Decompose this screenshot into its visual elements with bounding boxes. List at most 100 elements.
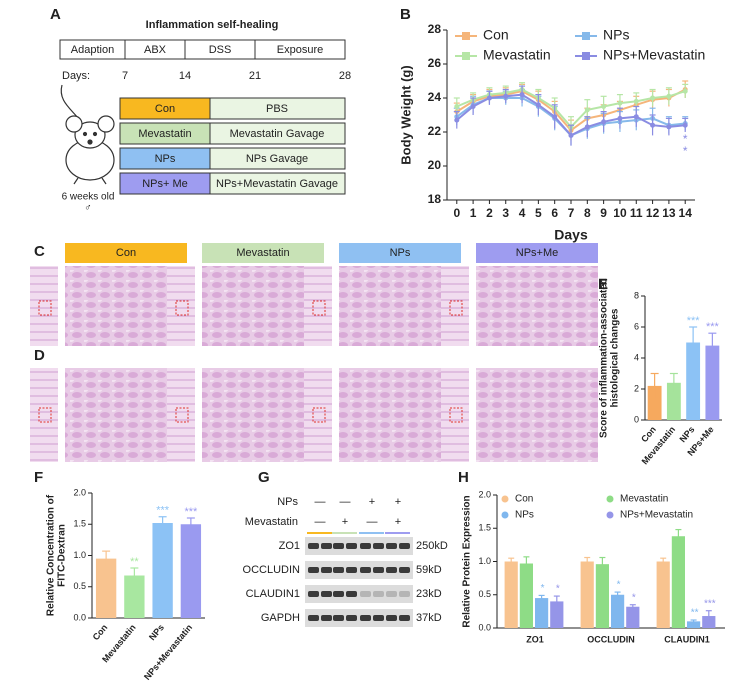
zoom-image xyxy=(339,368,461,462)
condition-name: Mevastatin xyxy=(245,516,298,528)
blot-band xyxy=(386,567,397,573)
legend-label: Con xyxy=(515,494,533,505)
y-axis-label: Relative Protein Expression xyxy=(462,495,473,627)
legend-marker xyxy=(501,495,509,503)
band-size: 59kD xyxy=(416,564,442,576)
histology-header xyxy=(339,243,461,263)
bar xyxy=(666,382,681,420)
group-name: NPs+ Me xyxy=(142,178,188,190)
phase-label: Adaption xyxy=(71,44,114,56)
x-tick-label: Con xyxy=(91,622,110,642)
bar xyxy=(152,523,173,618)
point xyxy=(666,124,672,130)
mouse-icon xyxy=(60,84,115,185)
y-tick-label: 0.0 xyxy=(478,622,491,632)
bar xyxy=(626,606,640,628)
legend-label: Con xyxy=(483,27,509,43)
significance: * xyxy=(617,580,621,591)
band-name: GAPDH xyxy=(261,612,300,624)
blot-band xyxy=(373,591,384,597)
legend-label: Mevastatin xyxy=(620,494,668,505)
bar xyxy=(656,561,670,628)
blot-band xyxy=(386,615,397,621)
legend-marker xyxy=(606,511,614,519)
band-name: CLAUDIN1 xyxy=(246,588,300,600)
legend-marker xyxy=(501,511,509,519)
point xyxy=(519,92,525,98)
bar xyxy=(519,563,533,628)
panel-label: D xyxy=(34,347,45,364)
blot-background xyxy=(305,537,413,555)
bar xyxy=(124,575,145,618)
group-name: Con xyxy=(155,103,175,115)
x-tick-label: 9 xyxy=(600,206,607,220)
significance: * xyxy=(683,132,688,146)
point xyxy=(666,93,672,99)
blot-background xyxy=(305,561,413,579)
point xyxy=(682,88,688,94)
panel-label: G xyxy=(258,469,270,486)
point xyxy=(650,122,656,128)
day-label: 21 xyxy=(249,70,261,82)
point xyxy=(633,98,639,104)
significance: *** xyxy=(156,505,170,517)
point xyxy=(601,119,607,125)
zoom-image xyxy=(476,266,598,346)
condition-sign: — xyxy=(315,516,326,528)
bar xyxy=(535,598,549,628)
bar xyxy=(180,524,202,618)
blot-band xyxy=(360,567,371,573)
blot-band xyxy=(399,567,410,573)
x-tick-label: 1 xyxy=(470,206,477,220)
zoom-box xyxy=(175,300,189,316)
legend-label: NPs+Mevastatin xyxy=(603,47,705,63)
zoom-box xyxy=(449,300,463,316)
treatment-box xyxy=(209,97,346,120)
y-axis-label: Body Weight (g) xyxy=(398,65,413,164)
y-tick-label: 1.5 xyxy=(478,523,491,533)
x-tick-label: ZO1 xyxy=(526,634,544,644)
legend-marker xyxy=(462,52,470,60)
overview-image xyxy=(30,368,58,462)
legend-label: Mevastatin xyxy=(483,47,551,63)
bar xyxy=(705,345,720,420)
blot-band xyxy=(373,567,384,573)
zoom-image xyxy=(476,368,598,462)
blot-band xyxy=(399,543,410,549)
legend-label: NPs xyxy=(515,510,534,521)
zoom-box xyxy=(175,407,189,423)
x-tick-label: 0 xyxy=(453,206,460,220)
bar xyxy=(671,536,685,628)
y-axis-label: Score of inflammation-associated xyxy=(599,278,610,438)
zoom-box xyxy=(312,300,326,316)
treatment-name: PBS xyxy=(266,103,288,115)
overview-image xyxy=(304,368,332,462)
point xyxy=(633,114,639,120)
band-name: OCCLUDIN xyxy=(243,564,301,576)
day-label: 28 xyxy=(339,70,351,82)
y-tick-label: 0 xyxy=(634,414,639,424)
condition-name: NPs xyxy=(277,496,298,508)
histology-header xyxy=(202,243,324,263)
treatment-name: Mevastatin Gavage xyxy=(230,128,325,140)
zoom-box xyxy=(312,407,326,423)
mouse-sex: ♂ xyxy=(84,203,92,214)
condition-sign: + xyxy=(395,496,401,508)
significance: *** xyxy=(184,506,198,518)
band-size: 250kD xyxy=(416,540,448,552)
significance: * xyxy=(683,144,688,158)
bar xyxy=(686,342,701,420)
treatment-name: NPs+Mevastatin Gavage xyxy=(216,178,338,190)
x-tick-label: 2 xyxy=(486,206,493,220)
y-tick-label: 0.5 xyxy=(73,581,86,591)
bar xyxy=(504,561,518,628)
blot-band xyxy=(333,615,344,621)
x-tick-label: CLAUDIN1 xyxy=(664,634,710,644)
bar xyxy=(702,616,716,628)
panel-label: H xyxy=(458,469,469,486)
treatment-box xyxy=(209,122,346,145)
condition-sign: + xyxy=(342,516,348,528)
condition-sign: + xyxy=(395,516,401,528)
point xyxy=(552,114,558,120)
